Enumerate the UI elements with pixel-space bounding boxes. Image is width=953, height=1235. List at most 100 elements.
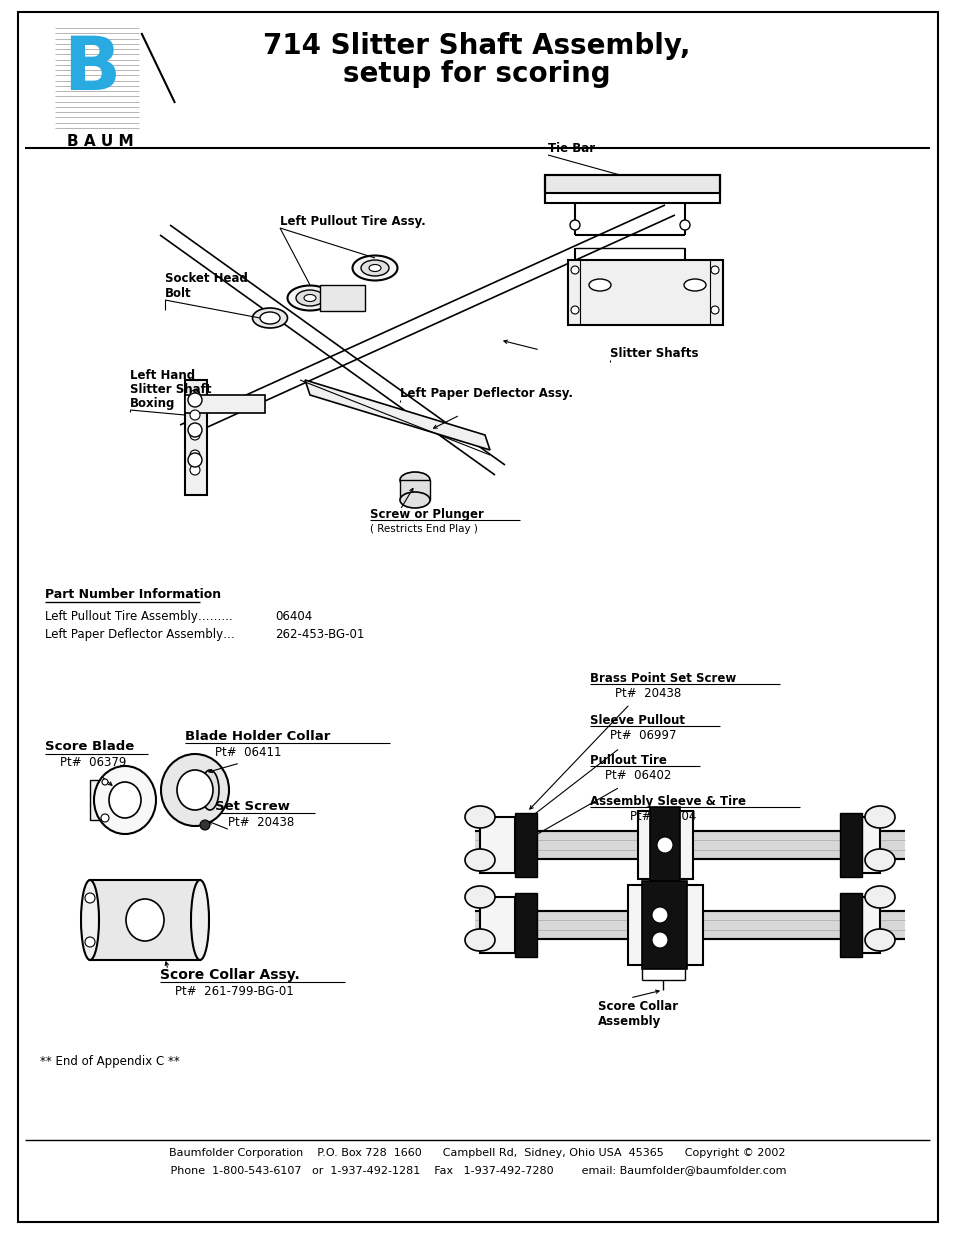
Bar (475, 911, 904, 939)
Circle shape (190, 430, 200, 440)
Text: setup for scoring: setup for scoring (343, 61, 610, 88)
Text: Pt#  06997: Pt# 06997 (609, 729, 676, 742)
Ellipse shape (864, 806, 894, 827)
Text: 714 Slitter Shaft Assembly,: 714 Slitter Shaft Assembly, (263, 32, 690, 61)
Text: Screw or Plunger: Screw or Plunger (370, 508, 483, 521)
Ellipse shape (161, 755, 229, 826)
Text: Sleeve Pullout: Sleeve Pullout (589, 714, 684, 727)
Ellipse shape (464, 806, 495, 827)
Ellipse shape (369, 264, 380, 272)
Text: Brass Point Set Screw: Brass Point Set Screw (589, 672, 736, 685)
Circle shape (571, 266, 578, 274)
Ellipse shape (94, 766, 156, 834)
Ellipse shape (201, 769, 219, 810)
Bar (399, 480, 430, 500)
Bar (479, 818, 515, 873)
Text: Left Paper Deflector Assembly…: Left Paper Deflector Assembly… (45, 629, 234, 641)
Text: Blade Holder Collar: Blade Holder Collar (185, 730, 330, 743)
Circle shape (651, 906, 667, 923)
Text: Left Paper Deflector Assy.: Left Paper Deflector Assy. (399, 387, 573, 400)
Text: Score Collar Assy.: Score Collar Assy. (160, 968, 299, 982)
Text: B: B (63, 33, 120, 106)
Circle shape (85, 937, 95, 947)
Circle shape (85, 893, 95, 903)
Ellipse shape (260, 312, 280, 324)
Ellipse shape (109, 782, 141, 818)
Bar (185, 395, 265, 412)
Ellipse shape (864, 885, 894, 908)
Text: Assembly: Assembly (598, 1015, 660, 1028)
Text: Pt#  06411: Pt# 06411 (214, 746, 281, 760)
Text: Slitter Shaft: Slitter Shaft (130, 383, 212, 396)
Text: Socket Head: Socket Head (165, 272, 248, 285)
Text: Pt#  20438: Pt# 20438 (228, 816, 294, 829)
Text: Boxing: Boxing (130, 396, 175, 410)
Ellipse shape (191, 881, 209, 960)
Text: Left Pullout Tire Assy.: Left Pullout Tire Assy. (280, 215, 425, 228)
Circle shape (190, 450, 200, 459)
Text: Pt#  06379: Pt# 06379 (60, 756, 126, 769)
Ellipse shape (360, 261, 389, 275)
Text: Pt#  06404: Pt# 06404 (629, 810, 696, 823)
Ellipse shape (399, 472, 430, 488)
Ellipse shape (464, 848, 495, 871)
Text: Phone  1-800-543-6107   or  1-937-492-1281    Fax   1-937-492-7280        email:: Phone 1-800-543-6107 or 1-937-492-1281 F… (167, 1165, 786, 1174)
Circle shape (102, 779, 108, 785)
Text: ** End of Appendix C **: ** End of Appendix C ** (40, 1055, 179, 1068)
Ellipse shape (352, 256, 397, 280)
Circle shape (190, 466, 200, 475)
Bar (641, 881, 686, 969)
Circle shape (188, 393, 202, 408)
Text: 262-453-BG-01: 262-453-BG-01 (274, 629, 364, 641)
Circle shape (190, 390, 200, 400)
Ellipse shape (864, 848, 894, 871)
Text: Pt#  20438: Pt# 20438 (615, 687, 680, 700)
Bar (319, 285, 365, 311)
Circle shape (571, 306, 578, 314)
Bar (840, 813, 862, 877)
Ellipse shape (287, 285, 333, 310)
Ellipse shape (126, 899, 164, 941)
Bar (840, 893, 862, 957)
Ellipse shape (464, 885, 495, 908)
Circle shape (188, 453, 202, 467)
Bar (627, 885, 702, 965)
Circle shape (679, 220, 689, 230)
Text: Pt#  06402: Pt# 06402 (604, 769, 671, 782)
Ellipse shape (399, 492, 430, 508)
Text: Score Blade: Score Blade (45, 740, 134, 753)
Ellipse shape (177, 769, 213, 810)
Circle shape (190, 410, 200, 420)
Polygon shape (305, 380, 490, 450)
Text: B A U M: B A U M (68, 135, 133, 149)
Text: ( Restricts End Play ): ( Restricts End Play ) (370, 524, 477, 534)
Ellipse shape (588, 279, 610, 291)
Circle shape (188, 424, 202, 437)
Bar (479, 897, 515, 953)
Text: Part Number Information: Part Number Information (45, 588, 221, 601)
Ellipse shape (295, 290, 324, 306)
Bar (515, 893, 537, 957)
Bar (638, 811, 692, 879)
Bar (649, 806, 679, 883)
Text: Tie Bar: Tie Bar (547, 142, 595, 156)
Ellipse shape (464, 929, 495, 951)
Bar (567, 261, 722, 325)
Text: Left Hand: Left Hand (130, 369, 195, 382)
Bar (515, 813, 537, 877)
Circle shape (710, 306, 719, 314)
Text: Pt#  261-799-BG-01: Pt# 261-799-BG-01 (174, 986, 294, 998)
Circle shape (651, 932, 667, 948)
Text: Baumfolder Corporation    P.O. Box 728  1660      Campbell Rd,  Sidney, Ohio USA: Baumfolder Corporation P.O. Box 728 1660… (169, 1149, 784, 1158)
Circle shape (710, 266, 719, 274)
Text: Assembly Sleeve & Tire: Assembly Sleeve & Tire (589, 795, 745, 808)
Text: Left Pullout Tire Assembly……...: Left Pullout Tire Assembly……... (45, 610, 233, 622)
Ellipse shape (304, 294, 315, 301)
Circle shape (569, 220, 579, 230)
Bar (90, 781, 102, 820)
Text: Pullout Tire: Pullout Tire (589, 755, 666, 767)
Text: Bolt: Bolt (165, 287, 192, 300)
Bar (90, 881, 200, 960)
Ellipse shape (864, 929, 894, 951)
Bar (544, 175, 720, 193)
